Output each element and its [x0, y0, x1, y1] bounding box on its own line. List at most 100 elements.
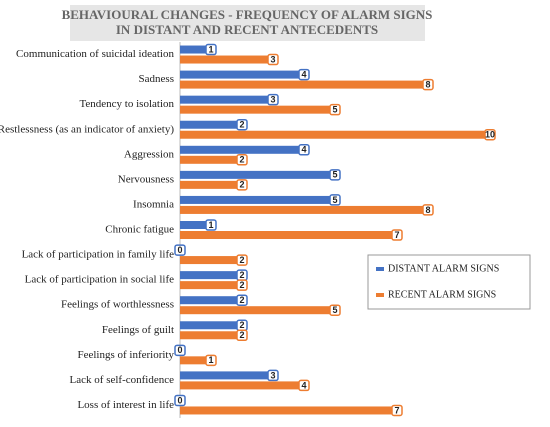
y-tick-label: Tendency to isolation — [79, 98, 174, 110]
value-label-box — [236, 118, 248, 131]
value-label: 3 — [270, 95, 275, 105]
value-label: 2 — [239, 180, 244, 190]
value-label-box — [391, 404, 403, 417]
value-label: 2 — [239, 280, 244, 290]
value-label: 2 — [239, 255, 244, 265]
bar — [180, 296, 242, 305]
bar — [180, 381, 304, 390]
value-label: 5 — [332, 170, 337, 180]
value-label: 1 — [208, 44, 213, 54]
y-tick-label: Feelings of guilt — [102, 324, 174, 336]
bar — [180, 180, 242, 189]
value-label-box — [329, 169, 341, 181]
value-label-box — [329, 194, 341, 206]
y-tick-label: Feelings of worthlessness — [61, 299, 174, 311]
value-label-box — [422, 78, 434, 91]
value-label-box — [236, 294, 248, 306]
value-label-box — [391, 229, 403, 241]
value-label-box — [422, 204, 434, 216]
value-label: 7 — [394, 230, 399, 240]
value-label-box — [298, 379, 310, 392]
bar — [180, 271, 242, 280]
value-label-box — [205, 43, 217, 56]
value-label-box — [236, 154, 248, 166]
value-label-box — [205, 219, 217, 231]
value-label: 4 — [301, 145, 306, 155]
legend — [367, 254, 531, 310]
value-label-box — [329, 304, 341, 316]
y-tick-label: Lack of self-confidence — [70, 374, 175, 386]
bar — [180, 406, 397, 415]
value-label: 4 — [301, 380, 306, 390]
title-band — [70, 5, 425, 41]
bar — [180, 105, 335, 114]
value-label-box — [236, 279, 248, 291]
value-label: 2 — [239, 155, 244, 165]
bar — [180, 170, 335, 179]
value-label-box — [298, 144, 310, 156]
y-tick-label: Insomnia — [133, 198, 174, 210]
bar — [180, 356, 211, 365]
value-label: 5 — [332, 105, 337, 115]
value-label: 1 — [208, 220, 213, 230]
value-label: 2 — [239, 320, 244, 330]
y-tick-label: Restlessness (as an indicator of anxiety… — [0, 123, 174, 135]
bar — [180, 205, 428, 214]
value-label-box — [174, 244, 186, 256]
bar — [180, 256, 242, 265]
bar — [180, 120, 242, 129]
value-label: 2 — [239, 295, 244, 305]
value-label: 8 — [425, 205, 430, 215]
value-label: 5 — [332, 195, 337, 205]
y-tick-label: Loss of interest in life — [77, 399, 174, 411]
value-label: 5 — [332, 305, 337, 315]
value-label-box — [205, 354, 217, 367]
bar — [180, 306, 335, 315]
value-label: 1 — [208, 355, 213, 365]
bar — [180, 45, 211, 54]
legend-label: RECENT ALARM SIGNS — [388, 289, 496, 300]
value-label: 3 — [270, 54, 275, 64]
y-tick-label: Chronic fatigue — [105, 224, 174, 236]
legend-swatch — [376, 293, 384, 297]
y-tick-label: Lack of participation in social life — [25, 274, 174, 286]
value-label-box — [329, 103, 341, 116]
bar — [180, 231, 397, 239]
value-label-box — [267, 93, 279, 106]
y-tick-label: Communication of suicidal ideation — [16, 48, 174, 60]
value-label: 0 — [177, 345, 182, 355]
value-label-box — [174, 394, 186, 407]
value-label-box — [267, 53, 279, 66]
bar — [180, 281, 242, 290]
bar — [180, 371, 273, 380]
value-label: 7 — [394, 405, 399, 415]
y-tick-label: Aggression — [124, 148, 175, 160]
bar — [180, 145, 304, 154]
value-label: 0 — [177, 395, 182, 405]
value-label: 0 — [177, 245, 182, 255]
value-label: 2 — [239, 330, 244, 340]
bar — [180, 331, 242, 340]
value-label-box — [236, 179, 248, 191]
value-label: 3 — [270, 370, 275, 380]
bar — [180, 155, 242, 164]
value-label-box — [298, 68, 310, 81]
bar — [180, 195, 335, 204]
bar — [180, 321, 242, 330]
value-label: 2 — [239, 270, 244, 280]
bar — [180, 80, 428, 89]
chart-title: IN DISTANT AND RECENT ANTECEDENTS — [116, 22, 378, 37]
y-tick-label: Sadness — [139, 73, 174, 85]
value-label-box — [484, 128, 496, 141]
chart-title: BEHAVIOURAL CHANGES - FREQUENCY OF ALARM… — [62, 7, 433, 22]
value-label-box — [236, 329, 248, 342]
bar — [180, 55, 273, 64]
y-tick-label: Feelings of inferiority — [77, 349, 174, 361]
value-label: 2 — [239, 120, 244, 130]
bar — [180, 95, 273, 104]
y-tick-label: Lack of participation in family life — [22, 249, 175, 261]
bar — [180, 130, 490, 139]
value-label-box — [267, 369, 279, 382]
bar — [180, 70, 304, 79]
